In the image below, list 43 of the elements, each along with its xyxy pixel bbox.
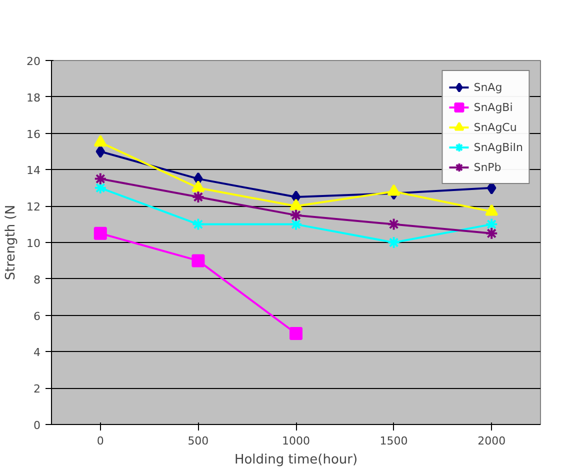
point: [387, 218, 400, 231]
x-tick-label: 0: [96, 434, 104, 448]
point: [94, 181, 107, 194]
point: [290, 198, 302, 210]
y-tick-label: 4: [34, 346, 40, 360]
y-tick-label: 12: [26, 200, 41, 214]
point: [387, 184, 400, 196]
x-tick-label: 1500: [380, 434, 408, 448]
x-tick-label: 2000: [478, 434, 506, 448]
legend-label: SnPb: [474, 160, 502, 174]
legend-label: SnAg: [474, 80, 502, 94]
point: [290, 327, 302, 340]
point: [192, 190, 205, 204]
point: [290, 218, 302, 231]
legend-label: SnAgBiIn: [474, 140, 523, 154]
point: [485, 226, 498, 240]
y-tick-label: 14: [26, 164, 41, 178]
point: [94, 172, 107, 186]
y-tick-label: 18: [26, 91, 41, 104]
point: [290, 208, 302, 222]
point: [485, 218, 498, 231]
x-axis-title: Holding time(hour): [234, 452, 358, 468]
x-tick-label: 500: [188, 434, 209, 448]
point: [485, 204, 498, 216]
y-tick-label: 6: [34, 310, 40, 323]
y-tick-label: 16: [26, 128, 41, 141]
x-tick-label: 1000: [282, 434, 310, 448]
y-tick-label: 2: [34, 382, 40, 396]
y-tick-label: 0: [34, 419, 40, 432]
point: [94, 226, 107, 240]
legend-label: SnAgBi: [474, 100, 513, 114]
point: [94, 135, 107, 147]
point: [192, 180, 205, 192]
point: [486, 181, 496, 194]
point: [192, 218, 205, 231]
legend-label: SnAgCu: [474, 120, 517, 134]
point: [387, 236, 400, 249]
y-tick-label: 10: [26, 237, 41, 250]
y-tick-label: 20: [26, 55, 41, 68]
y-axis-title: Strength (N: [4, 204, 19, 280]
point: [96, 145, 106, 158]
point: [192, 254, 205, 268]
y-tick-label: 8: [34, 273, 40, 286]
